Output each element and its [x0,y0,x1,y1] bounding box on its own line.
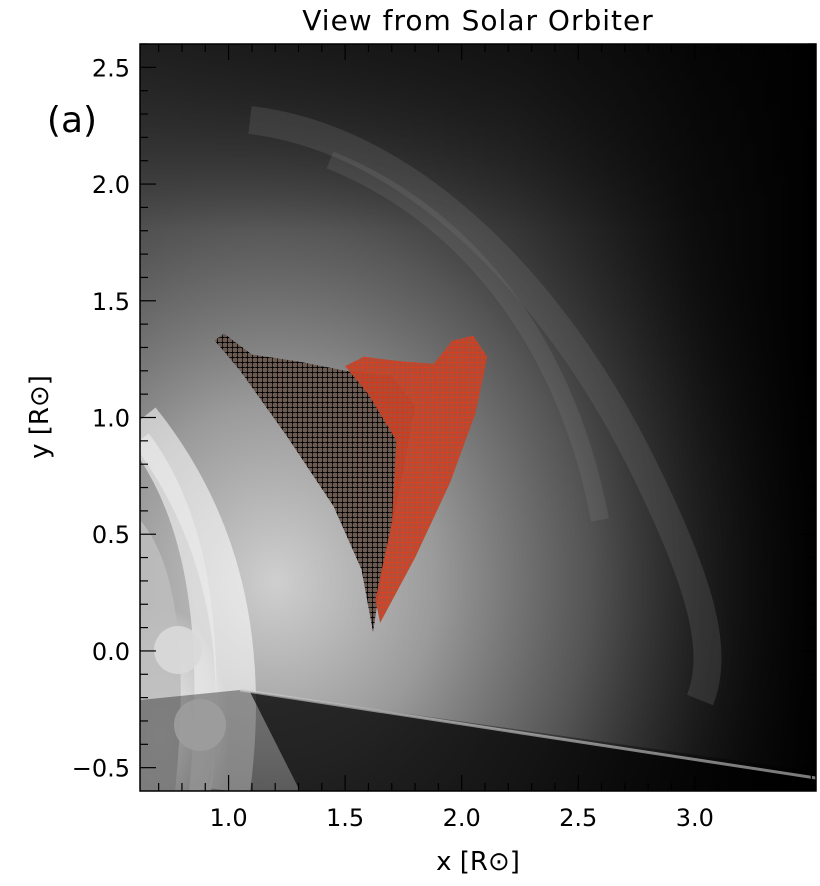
y-tick-label: 2.0 [92,171,130,199]
x-tick-label: 1.5 [326,804,364,832]
cme-region-red [345,335,488,623]
y-tick-label: 2.5 [92,54,130,82]
y-tick-label: 1.0 [92,405,130,433]
y-axis: −0.5 0.0 0.5 1.0 1.5 2.0 2.5 [72,43,816,783]
x-axis: 1.0 1.5 2.0 2.5 3.0 [158,44,812,832]
x-tick-label: 2.0 [443,804,481,832]
y-tick-label: 1.5 [92,288,130,316]
coronal-image [140,44,816,791]
cme-region-black [214,333,416,633]
y-tick-label: 0.5 [92,521,130,549]
x-tick-label: 3.0 [676,804,714,832]
y-tick-label: −0.5 [72,755,130,783]
x-tick-label: 1.0 [209,804,247,832]
x-axis-label: x [R⊙] [436,847,520,877]
y-axis-label: y [R⊙] [25,375,55,459]
y-tick-label: 0.0 [92,638,130,666]
x-tick-label: 2.5 [559,804,597,832]
panel-label: (a) [47,100,97,141]
chart-title: View from Solar Orbiter [302,4,653,37]
